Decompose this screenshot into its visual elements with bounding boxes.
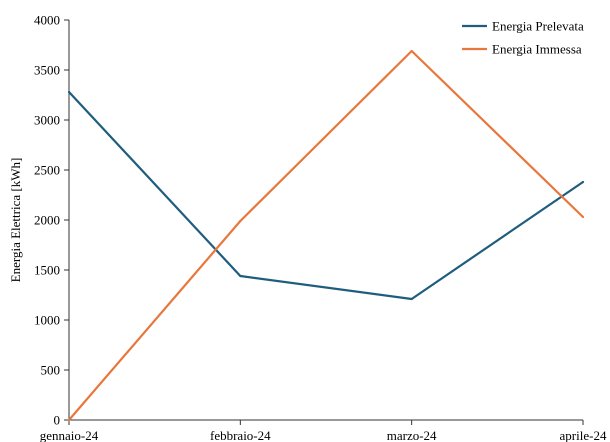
- y-tick-label: 3500: [34, 63, 60, 78]
- data-point: [239, 274, 242, 278]
- y-tick-label: 500: [41, 363, 61, 378]
- y-tick-label: 3000: [34, 113, 60, 128]
- x-tick-label: gennaio-24: [40, 428, 99, 442]
- data-point: [581, 215, 585, 219]
- y-tick-label: 1500: [34, 263, 60, 278]
- y-tick-label: 0: [54, 413, 61, 428]
- series-line-energia-immessa: [68, 49, 584, 421]
- series-layer: [67, 49, 585, 422]
- y-tick-label: 2000: [34, 213, 60, 228]
- data-point: [581, 180, 585, 184]
- data-point: [410, 49, 413, 53]
- y-axis: 0 500 1000 1500 2000 2500 3000 3500 4000: [34, 13, 70, 428]
- data-point: [410, 297, 413, 301]
- legend-label: Energia Prelevata: [492, 19, 584, 34]
- x-tick-label: febbraio-24: [210, 428, 271, 442]
- y-tick-label: 4000: [34, 13, 60, 28]
- legend: Energia Prelevata Energia Immessa: [462, 19, 584, 57]
- legend-label: Energia Immessa: [492, 42, 582, 57]
- y-axis-title: Energia Elettrica [kWh]: [8, 158, 23, 283]
- data-point: [67, 418, 71, 422]
- data-point: [239, 219, 242, 223]
- data-point: [67, 90, 71, 94]
- x-tick-label: marzo-24: [387, 428, 437, 442]
- y-tick-label: 1000: [34, 313, 60, 328]
- x-axis: gennaio-24 febbraio-24 marzo-24 aprile-24: [40, 419, 607, 442]
- y-tick-label: 2500: [34, 163, 60, 178]
- series-line-energia-prelevata: [68, 91, 584, 301]
- x-tick-label: aprile-24: [560, 428, 607, 442]
